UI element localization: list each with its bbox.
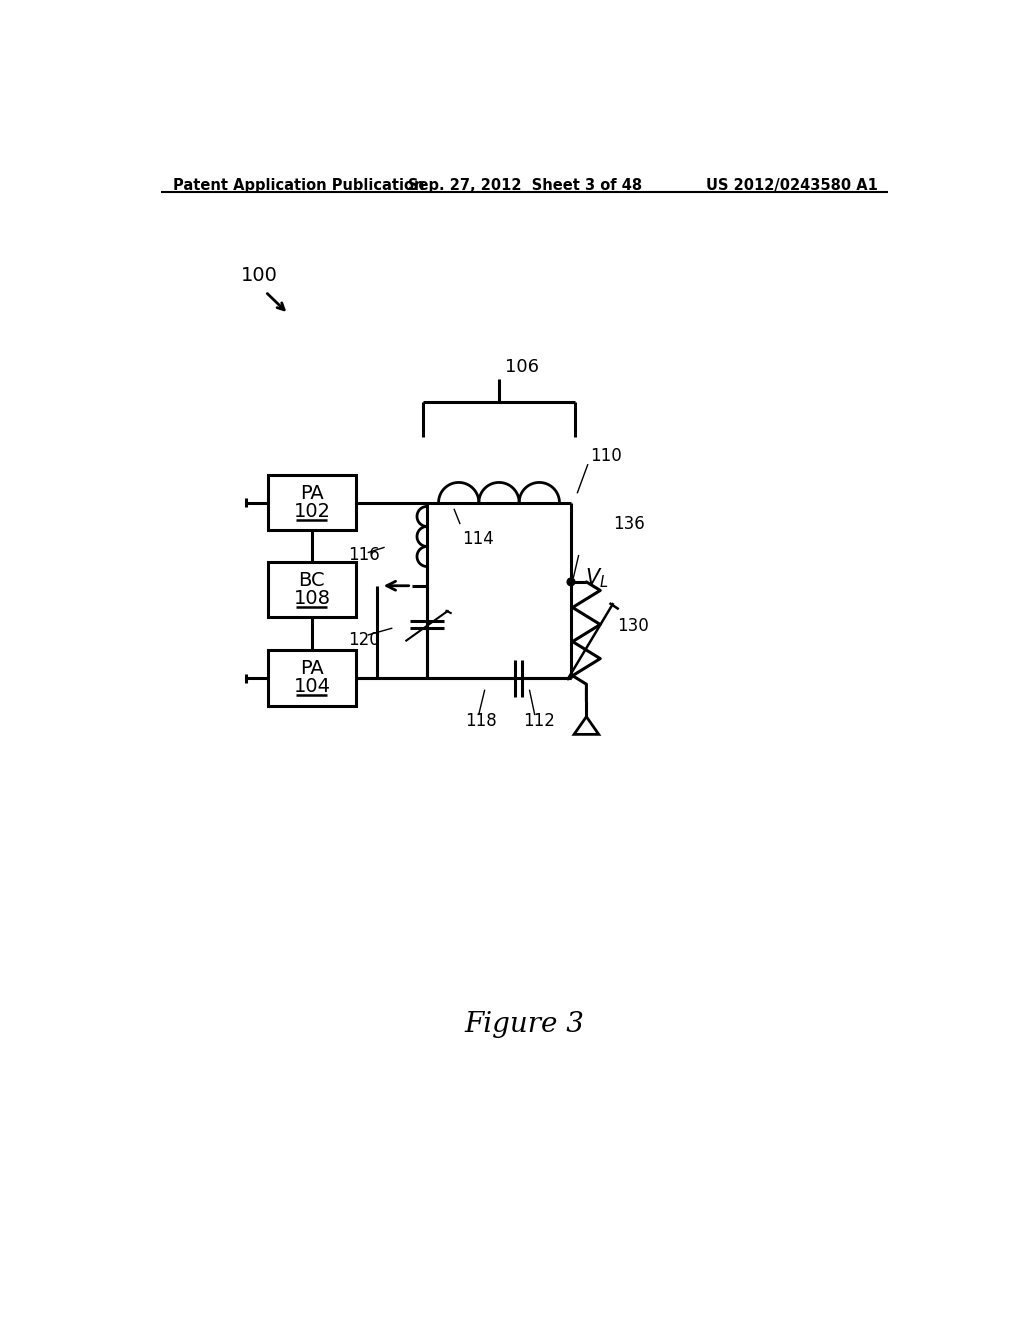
- Text: PA: PA: [300, 484, 324, 503]
- Text: 112: 112: [523, 711, 555, 730]
- Text: 100: 100: [241, 267, 278, 285]
- Text: 116: 116: [348, 546, 380, 564]
- Text: 114: 114: [462, 529, 494, 548]
- Text: BC: BC: [299, 570, 326, 590]
- Bar: [267, 562, 356, 618]
- Text: 136: 136: [613, 515, 645, 533]
- Text: US 2012/0243580 A1: US 2012/0243580 A1: [706, 178, 878, 193]
- Text: 104: 104: [294, 677, 331, 696]
- Bar: [267, 475, 356, 531]
- Text: 102: 102: [294, 502, 331, 520]
- Circle shape: [567, 578, 574, 586]
- Text: 110: 110: [590, 447, 622, 466]
- Text: 108: 108: [294, 589, 331, 607]
- Text: 118: 118: [466, 711, 498, 730]
- Text: Patent Application Publication: Patent Application Publication: [173, 178, 424, 193]
- Text: 120: 120: [348, 631, 380, 648]
- Bar: [267, 651, 356, 706]
- Text: $V_L$: $V_L$: [585, 566, 608, 590]
- Text: 106: 106: [505, 358, 540, 376]
- Text: 130: 130: [617, 618, 649, 635]
- Text: Figure 3: Figure 3: [465, 1011, 585, 1038]
- Text: Sep. 27, 2012  Sheet 3 of 48: Sep. 27, 2012 Sheet 3 of 48: [408, 178, 642, 193]
- Text: PA: PA: [300, 660, 324, 678]
